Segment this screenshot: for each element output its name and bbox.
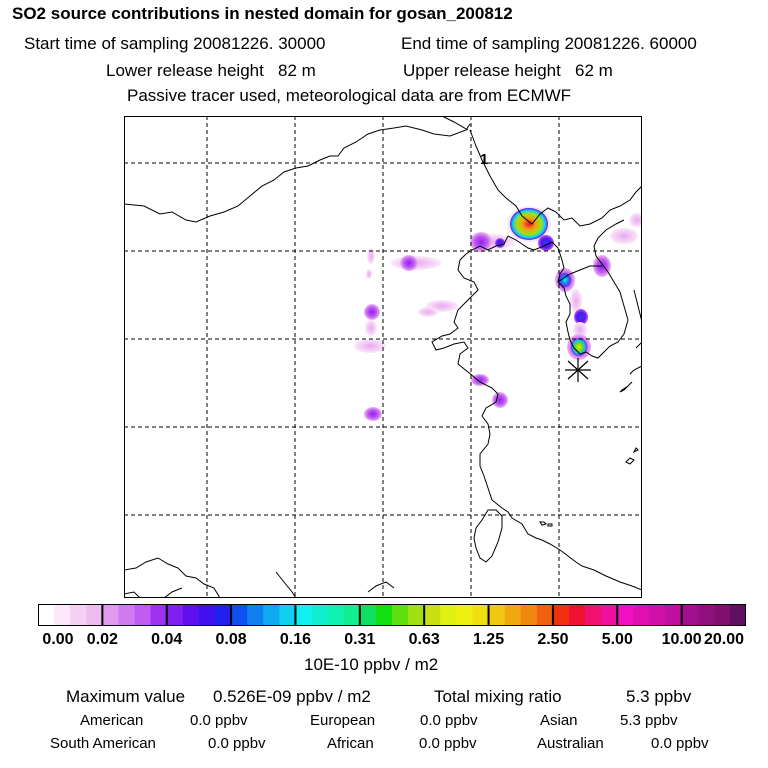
colorbar-cell xyxy=(552,604,570,626)
lat-lon-grid xyxy=(124,116,642,598)
lower-release-label: Lower release height 82 m xyxy=(106,61,316,80)
region-south-american-value: 0.0 ppbv xyxy=(208,735,266,752)
region-european-label: European xyxy=(310,712,376,729)
colorbar-tick-label: 0.31 xyxy=(344,631,376,648)
colorbar-cell xyxy=(311,604,329,626)
colorbar-cell xyxy=(375,604,393,626)
colorbar-tick-label: 0.00 xyxy=(42,631,74,648)
colorbar-tick-label: 0.16 xyxy=(279,631,312,648)
colorbar-cell xyxy=(343,604,361,626)
start-time-label: Start time of sampling 20081226. 30000 xyxy=(24,34,326,53)
colorbar-tick-label: 10.00 xyxy=(661,631,702,648)
region-australian-value: 0.0 ppbv xyxy=(651,735,709,752)
colorbar-cell xyxy=(247,604,264,626)
colorbar-cell xyxy=(86,604,103,626)
map-panel: 1 xyxy=(124,116,642,598)
total-mixing-ratio-value: 5.3 ppbv xyxy=(626,687,692,706)
colorbar-cell xyxy=(215,604,232,626)
colorbar-cell xyxy=(569,604,586,626)
colorbar-cell xyxy=(697,604,715,626)
colorbar-cell xyxy=(617,604,634,626)
colorbar-tick-label: 2.50 xyxy=(537,631,569,648)
colorbar-cell xyxy=(231,604,248,626)
colorbar-cell xyxy=(38,604,55,626)
coastlines xyxy=(124,116,642,598)
colorbar-frame xyxy=(38,604,746,626)
max-value-label: Maximum value xyxy=(66,687,186,706)
colorbar-cell xyxy=(520,604,538,626)
colorbar-cell xyxy=(456,604,474,626)
colorbar-cell xyxy=(118,604,136,626)
region-south-american-label: South American xyxy=(50,735,156,752)
colorbar-cell xyxy=(198,604,216,626)
max-value: 0.526E-09 ppbv / m2 xyxy=(213,687,371,706)
colorbar-cell xyxy=(488,604,506,626)
colorbar-cell xyxy=(424,604,441,626)
colorbar-cell xyxy=(54,604,71,626)
end-time-label: End time of sampling 20081226. 60000 xyxy=(401,34,697,53)
region-australian-label: Australian xyxy=(537,735,604,752)
colorbar-cell xyxy=(102,604,120,626)
colorbar-major-ticks xyxy=(101,604,683,626)
region-american-label: American xyxy=(80,712,144,729)
region-american-value: 0.0 ppbv xyxy=(190,712,248,729)
colorbar-cell xyxy=(713,604,731,626)
colorbar-cell xyxy=(182,604,200,626)
colorbar-cell xyxy=(633,604,651,626)
colorbar-cell xyxy=(408,604,425,626)
colorbar-cell xyxy=(392,604,409,626)
colorbar-cell xyxy=(279,604,297,626)
region-african-label: African xyxy=(327,735,374,752)
colorbar-cell xyxy=(150,604,168,626)
colorbar-cell xyxy=(295,604,313,626)
colorbar-cell xyxy=(665,604,683,626)
upper-release-label: Upper release height 62 m xyxy=(403,61,613,80)
colorbar-cell xyxy=(649,604,667,626)
map-frame xyxy=(124,116,642,598)
colorbar-cell xyxy=(134,604,152,626)
colorbar-cell xyxy=(70,604,87,626)
colorbar-tick-label: 0.02 xyxy=(86,631,118,648)
colorbar-tick-label: 0.04 xyxy=(151,631,183,648)
colorbar-cell xyxy=(681,604,699,626)
colorbar xyxy=(38,604,746,626)
tracer-note: Passive tracer used, meteorological data… xyxy=(127,86,572,105)
colorbar-cell xyxy=(729,604,746,626)
colorbar-cell xyxy=(536,604,554,626)
colorbar-cell xyxy=(263,604,280,626)
colorbar-tick-label: 0.08 xyxy=(215,631,247,648)
colorbar-tick-label: 5.00 xyxy=(601,631,633,648)
colorbar-cells xyxy=(38,604,746,626)
colorbar-units: 10E-10 ppbv / m2 xyxy=(304,655,439,674)
colorbar-cell xyxy=(585,604,602,626)
colorbar-cell xyxy=(166,604,184,626)
colorbar-cell xyxy=(359,604,377,626)
colorbar-cell xyxy=(504,604,522,626)
asterisk-icon xyxy=(565,358,591,382)
plume-patches xyxy=(354,206,642,421)
region-african-value: 0.0 ppbv xyxy=(419,735,477,752)
colorbar-cell xyxy=(440,604,457,626)
colorbar-cell xyxy=(601,604,618,626)
colorbar-cell xyxy=(472,604,490,626)
marker-label: 1 xyxy=(480,151,488,168)
total-mixing-ratio-label: Total mixing ratio xyxy=(434,687,562,706)
colorbar-tick-label: 0.63 xyxy=(408,631,440,648)
page-title: SO2 source contributions in nested domai… xyxy=(12,4,513,23)
colorbar-tick-label: 1.25 xyxy=(472,631,505,648)
region-asian-label: Asian xyxy=(540,712,578,729)
region-asian-value: 5.3 ppbv xyxy=(620,712,678,729)
colorbar-cell xyxy=(327,604,345,626)
colorbar-tick-label: 20.00 xyxy=(703,631,745,648)
region-european-value: 0.0 ppbv xyxy=(420,712,478,729)
